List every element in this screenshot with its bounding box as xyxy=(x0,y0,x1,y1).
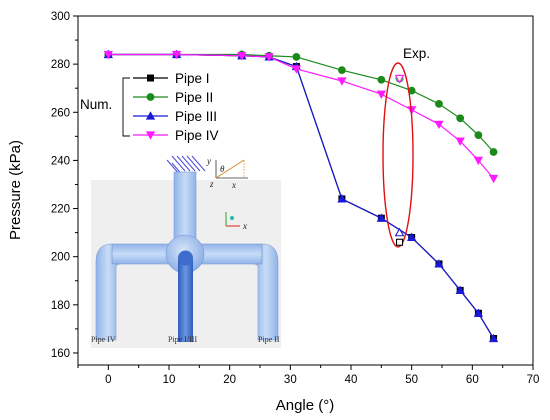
data-point xyxy=(171,50,182,60)
y-tick-label: 260 xyxy=(51,107,70,119)
legend-marker xyxy=(147,74,155,82)
data-point xyxy=(377,75,386,84)
series-pipe-ii xyxy=(104,50,498,156)
inset-axis-x: x xyxy=(231,180,236,190)
x-tick-label: 60 xyxy=(466,374,479,386)
data-point xyxy=(455,137,465,146)
x-tick-label: 10 xyxy=(163,374,176,386)
x-tick-label: 30 xyxy=(284,374,297,386)
angle-coordinate-diagram: x y z θ xyxy=(206,156,248,190)
legend-entry: Pipe IV xyxy=(133,128,219,143)
data-point xyxy=(407,232,417,242)
legend-entry: Pipe II xyxy=(133,90,213,105)
data-point xyxy=(337,66,346,75)
legend-entry: Pipe III xyxy=(133,109,217,124)
legend-label: Pipe IV xyxy=(175,128,219,143)
legend-entry: Pipe I xyxy=(133,71,210,86)
axis-tick-labels: 0 10 20 30 40 50 60 70 160 180 200 220 240 260 280 300 xyxy=(51,11,540,386)
y-axis-title: Pressure (kPa) xyxy=(7,140,24,240)
data-point xyxy=(337,77,347,86)
pipe-geometry-inset: x x y z θ Pipe IV Pipe I/III Pipe II xyxy=(91,155,281,348)
axis-ticks xyxy=(73,15,534,370)
model-axis-triad: x xyxy=(225,212,247,231)
legend-marker xyxy=(145,111,156,120)
experimental-layer: Exp. xyxy=(382,46,430,248)
inner-pipe xyxy=(178,258,193,342)
series-line xyxy=(108,53,495,179)
legend-label: Pipe I xyxy=(175,71,210,86)
y-tick-label: 180 xyxy=(51,300,70,312)
y-tick-label: 300 xyxy=(51,11,70,23)
data-point xyxy=(337,194,347,203)
data-point xyxy=(103,50,113,60)
legend-marker xyxy=(145,131,156,140)
x-tick-label: 0 xyxy=(105,374,111,386)
data-point xyxy=(434,120,444,130)
data-point xyxy=(292,53,301,61)
inset-label-pipe-ii: Pipe II xyxy=(258,335,280,344)
y-tick-label: 220 xyxy=(51,204,70,216)
left-elbow xyxy=(95,243,121,341)
data-point xyxy=(237,52,247,61)
data-point xyxy=(264,53,274,62)
x-tick-label: 40 xyxy=(345,374,358,386)
y-tick-label: 200 xyxy=(51,252,70,264)
y-tick-label: 240 xyxy=(51,155,70,167)
data-point xyxy=(488,174,499,184)
data-point xyxy=(455,285,465,294)
x-axis-title: Angle (°) xyxy=(276,397,335,414)
series-pipe-iv xyxy=(103,50,499,184)
y-tick-label: 280 xyxy=(51,59,70,71)
x-tick-label: 50 xyxy=(405,374,418,386)
data-point xyxy=(474,131,483,140)
experimental-point xyxy=(395,238,404,246)
experimental-point xyxy=(394,227,405,237)
inset-label-pipe-i-iii: Pipe I/III xyxy=(168,335,197,344)
legend-label: Pipe II xyxy=(175,90,213,105)
data-point xyxy=(376,213,386,222)
inset-axis-y: y xyxy=(206,156,211,166)
y-tick-label: 160 xyxy=(51,348,70,360)
legend-marker xyxy=(146,93,155,101)
data-point xyxy=(473,308,484,317)
data-point xyxy=(434,259,444,268)
legend-entries: Pipe I Pipe II Pipe III Pipe IV xyxy=(133,71,219,143)
legend-bracket xyxy=(122,77,130,137)
experimental-label: Exp. xyxy=(403,46,430,61)
data-point xyxy=(456,114,465,123)
data-point xyxy=(489,148,498,156)
legend-label: Pipe III xyxy=(175,109,217,124)
inset-label-pipe-iv: Pipe IV xyxy=(91,335,116,344)
series-line xyxy=(108,53,495,153)
legend-group-label: Num. xyxy=(80,97,112,112)
x-tick-label: 70 xyxy=(527,374,540,386)
data-point xyxy=(473,156,484,166)
series-layer xyxy=(103,49,499,343)
inner-pipe-opening xyxy=(178,250,193,266)
data-point xyxy=(376,90,386,99)
experimental-point xyxy=(394,74,405,84)
x-tick-label: 20 xyxy=(223,374,236,386)
data-point xyxy=(291,65,302,74)
svg-text:x: x xyxy=(242,221,247,231)
inflow-arrows xyxy=(166,155,206,179)
plot-frame xyxy=(77,15,534,366)
right-elbow xyxy=(253,243,279,341)
legend: Num. Pipe I Pipe II Pipe III Pipe IV xyxy=(80,71,219,143)
inlet-pipe xyxy=(173,171,197,243)
data-point xyxy=(435,99,443,108)
data-point xyxy=(488,333,499,343)
inset-axis-z: z xyxy=(209,179,214,189)
experimental-highlight-ellipse xyxy=(382,62,414,248)
inset-angle-theta: θ xyxy=(220,164,225,174)
